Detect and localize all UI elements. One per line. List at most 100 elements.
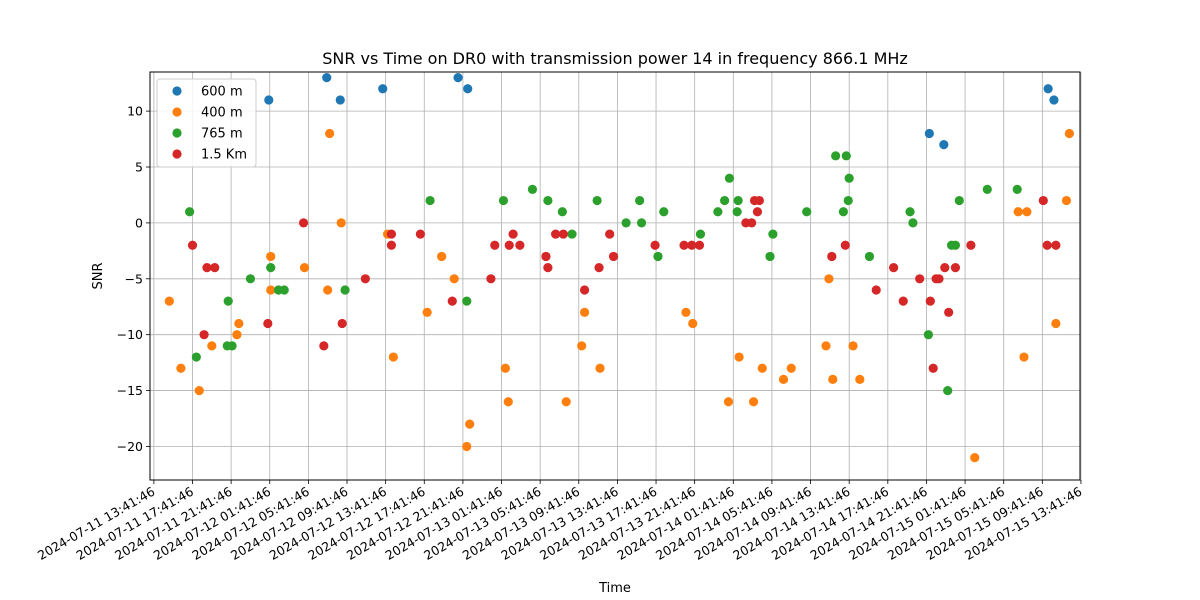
data-point <box>325 128 335 139</box>
data-point <box>940 263 950 273</box>
data-point <box>543 263 553 273</box>
series-1 <box>164 128 1074 463</box>
y-axis-label: SNR <box>91 262 106 289</box>
data-point <box>934 274 944 284</box>
data-point <box>1043 84 1053 94</box>
data-point <box>748 397 759 407</box>
data-point <box>778 374 789 384</box>
data-point <box>561 397 571 407</box>
data-point <box>266 285 276 295</box>
data-point <box>463 84 473 94</box>
data-point <box>264 95 274 105</box>
data-point <box>713 207 723 217</box>
data-point <box>386 229 397 239</box>
data-point <box>802 207 812 217</box>
data-point <box>594 263 604 273</box>
data-point <box>679 240 689 250</box>
data-point <box>970 453 980 463</box>
data-point <box>266 263 276 273</box>
data-point <box>752 207 763 217</box>
y-tick-label: −5 <box>125 271 143 286</box>
data-point <box>579 307 590 317</box>
data-point <box>176 363 186 373</box>
data-point <box>232 330 242 340</box>
data-point <box>322 72 332 83</box>
legend-marker <box>172 107 182 117</box>
data-point <box>164 296 174 306</box>
data-point <box>635 195 645 206</box>
legend: 600 m 400 m 765 m 1.5 Km <box>156 78 257 168</box>
data-point <box>508 229 518 239</box>
data-point <box>723 397 734 407</box>
data-point <box>453 72 463 83</box>
data-point <box>1022 207 1032 217</box>
chart-title: SNR vs Time on DR0 with transmission pow… <box>322 49 908 68</box>
y-tick-label: −10 <box>117 327 143 342</box>
data-point <box>1013 207 1023 217</box>
data-point <box>486 274 496 284</box>
data-point <box>462 296 472 306</box>
data-point <box>199 330 209 340</box>
data-point <box>266 251 276 262</box>
data-point <box>1038 195 1048 206</box>
data-point <box>323 285 333 295</box>
data-point <box>500 363 510 373</box>
data-point <box>950 263 961 273</box>
data-point <box>558 229 568 239</box>
x-axis-label: Time <box>598 581 631 596</box>
data-point <box>843 195 853 206</box>
y-tick-label: 0 <box>135 215 143 230</box>
data-point <box>827 251 837 262</box>
data-point <box>943 385 953 396</box>
data-point <box>527 184 538 194</box>
data-points <box>164 72 1074 463</box>
data-point <box>207 341 217 351</box>
data-point <box>422 307 432 317</box>
data-point <box>1049 95 1059 105</box>
data-point <box>653 251 663 262</box>
data-point <box>447 296 457 306</box>
data-point <box>966 240 976 250</box>
data-point <box>733 195 743 206</box>
data-point <box>386 240 397 250</box>
data-point <box>908 218 918 228</box>
data-point <box>184 207 195 217</box>
data-point <box>871 285 881 295</box>
series-0 <box>264 72 1059 150</box>
data-point <box>465 419 475 429</box>
data-point <box>841 151 851 161</box>
data-point <box>687 240 697 250</box>
data-point <box>551 229 561 239</box>
legend-label: 765 m <box>201 127 243 142</box>
legend-label: 1.5 Km <box>201 148 247 163</box>
data-point <box>490 240 500 250</box>
data-point <box>720 195 730 206</box>
data-point <box>1051 240 1061 250</box>
data-point <box>650 240 660 250</box>
data-point <box>415 229 426 239</box>
series-3 <box>187 195 1061 373</box>
data-point <box>855 374 865 384</box>
data-point <box>889 263 899 273</box>
data-point <box>768 229 778 239</box>
y-axis: 10 5 0 −5 −10 −15 −20 <box>117 104 150 454</box>
y-tick-label: −20 <box>117 439 143 454</box>
data-point <box>425 195 435 206</box>
data-point <box>786 363 796 373</box>
data-point <box>462 441 472 452</box>
data-point <box>765 251 775 262</box>
data-point <box>688 318 698 329</box>
data-point <box>541 251 551 262</box>
data-point <box>944 307 954 317</box>
data-point <box>187 240 198 250</box>
data-point <box>1042 240 1052 250</box>
data-point <box>898 296 908 306</box>
y-tick-label: 10 <box>127 104 143 119</box>
data-point <box>732 207 742 217</box>
data-point <box>681 307 691 317</box>
legend-box <box>156 78 257 168</box>
data-point <box>191 352 201 362</box>
data-point <box>340 285 350 295</box>
series-2 <box>184 151 1022 396</box>
